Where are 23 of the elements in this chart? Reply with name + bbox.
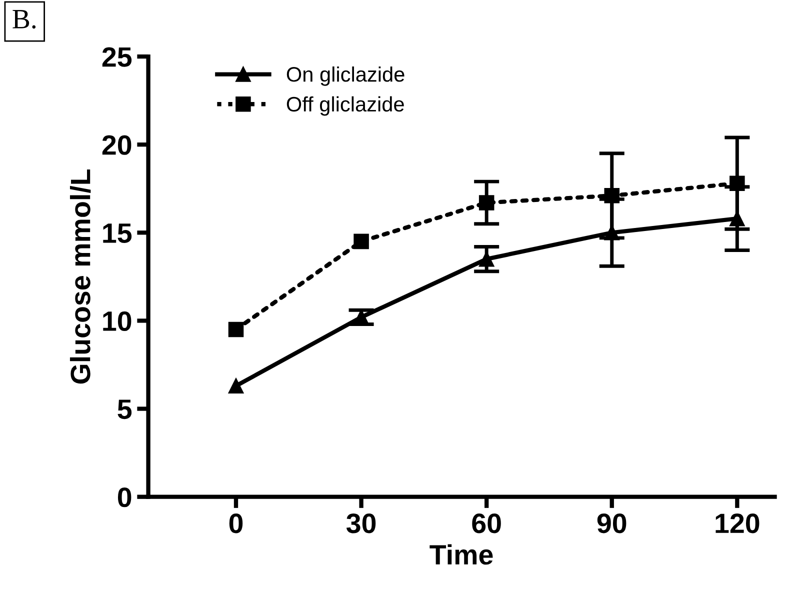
y-tick-label: 15 [103,224,132,243]
point [228,378,244,394]
y-tick-label: 0 [118,487,132,508]
y-tick-label: 25 [102,47,132,67]
x-tick-label: 30 [346,514,376,534]
point [354,234,369,250]
x-tick-label: 90 [597,514,626,534]
y-tick-label: 10 [103,311,132,332]
text: B. [12,10,36,29]
point [604,225,620,240]
x-axis-title: Time [430,544,493,565]
y-tick-label: 20 [102,135,132,155]
point [604,188,620,204]
y-tick-label: 5 [118,400,132,420]
x-tick-label: 120 [716,514,760,534]
y-axis-title: Glucose mmol/L [70,169,91,384]
x-tick-label: 60 [472,514,501,534]
point [478,195,494,210]
x-tick-label: 0 [229,514,243,534]
legend-label: On gliclazide [286,66,404,86]
point [730,176,745,191]
point [228,322,244,338]
legend-label: Off gliclazide [286,96,404,116]
